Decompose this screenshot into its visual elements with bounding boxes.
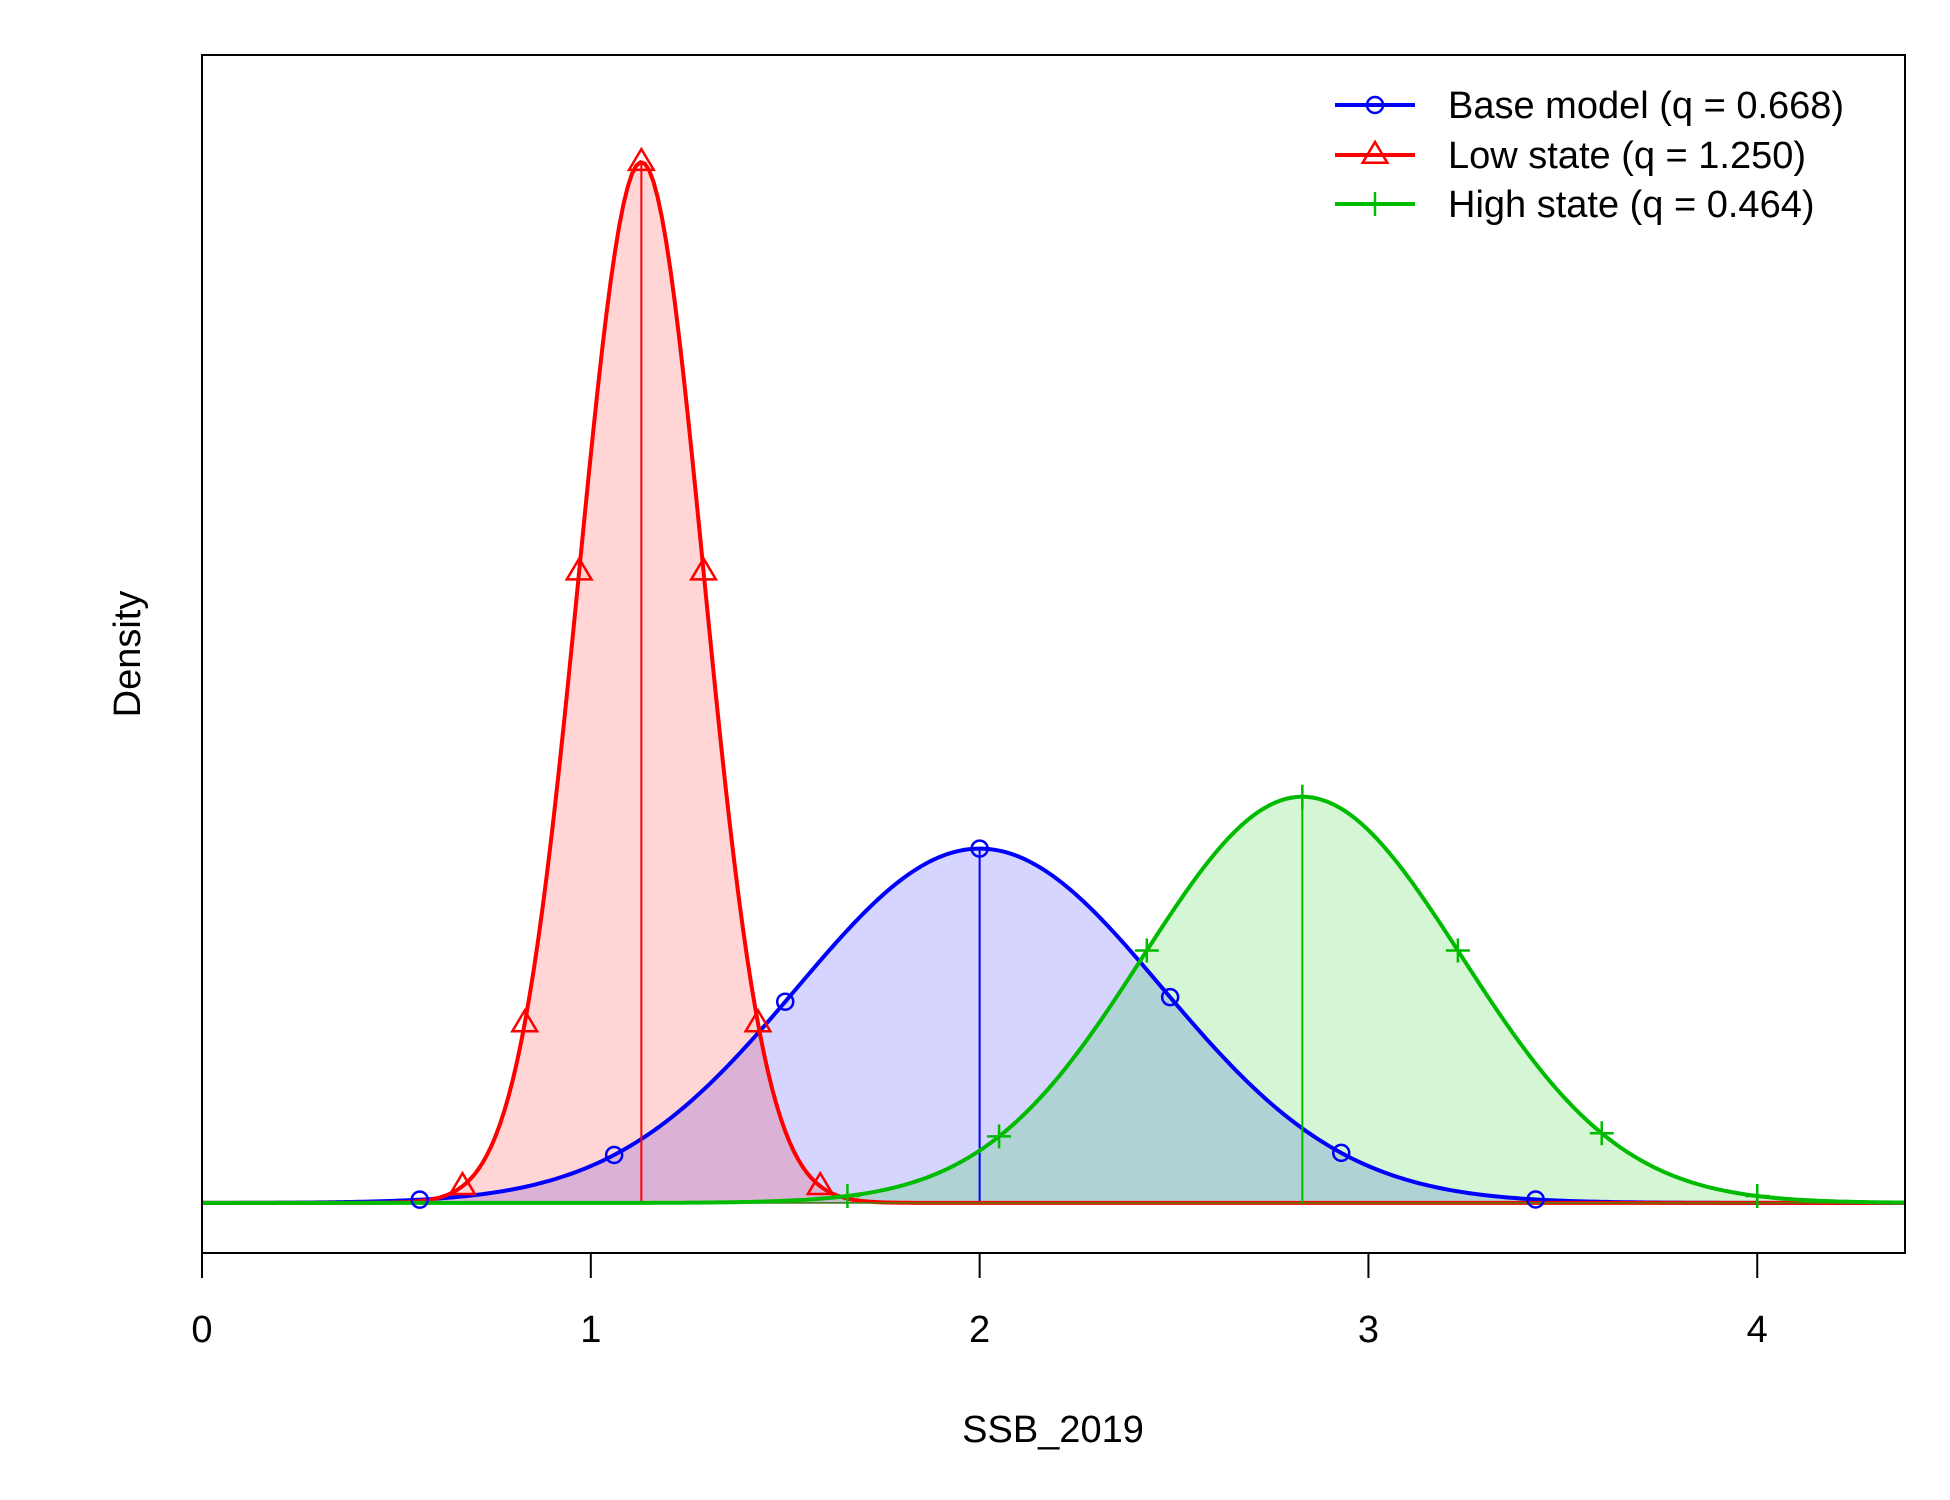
base-model-q-0-668-area xyxy=(202,848,1905,1203)
y-axis-label: Density xyxy=(107,591,149,718)
legend: Base model (q = 0.668) Low state (q = 1.2… xyxy=(1335,85,1844,226)
legend-marker-high-state-q-0-464 xyxy=(1363,192,1387,216)
legend-marker-base-model-q-0-668 xyxy=(1365,95,1385,115)
x-axis: 0 1 2 3 4 xyxy=(191,1252,1768,1351)
low-state-q-1-250-marker-3 xyxy=(626,146,656,172)
density-markers xyxy=(410,146,1770,1209)
high-state-q-0-464-interval-area xyxy=(843,796,1766,1203)
low-state-q-1-250-marker-2 xyxy=(564,556,594,581)
x-tick-label-4: 4 xyxy=(1747,1309,1768,1351)
legend-marker-low-state-q-1-250 xyxy=(1360,139,1390,165)
high-state-q-0-464-marker-2 xyxy=(1134,938,1159,963)
density-curves xyxy=(201,159,1906,1205)
high-state-q-0-464-marker-0 xyxy=(835,1183,860,1208)
high-state-q-0-464-marker-3 xyxy=(1290,784,1315,809)
legend-label-high-state-q-0-464: High state (q = 0.464) xyxy=(1448,184,1815,226)
x-axis-label: SSB_2019 xyxy=(962,1409,1144,1451)
low-state-q-1-250-marker-4 xyxy=(689,556,719,581)
base-model-q-0-668-marker-5 xyxy=(1331,1143,1351,1163)
low-state-q-1-250-area xyxy=(202,162,1905,1203)
low-state-q-1-250-interval-area xyxy=(462,162,825,1203)
x-tick-label-1: 1 xyxy=(580,1309,601,1351)
low-state-q-1-250-marker-6 xyxy=(805,1170,835,1196)
high-state-q-0-464-marker-1 xyxy=(987,1124,1012,1149)
x-tick-label-2: 2 xyxy=(969,1309,990,1351)
high-state-q-0-464-marker-6 xyxy=(1745,1183,1770,1208)
high-state-q-0-464-area xyxy=(202,796,1905,1203)
density-fills xyxy=(202,162,1905,1203)
legend-label-low-state-q-1-250: Low state (q = 1.250) xyxy=(1448,135,1806,177)
low-state-q-1-250-marker-5 xyxy=(743,1008,773,1033)
legend-label-base-model-q-0-668: Base model (q = 0.668) xyxy=(1448,85,1844,127)
base-model-q-0-668-marker-0 xyxy=(410,1190,429,1209)
base-model-q-0-668-marker-6 xyxy=(1526,1190,1545,1209)
low-state-q-1-250-marker-0 xyxy=(447,1170,478,1196)
x-tick-label-3: 3 xyxy=(1358,1309,1379,1351)
base-model-q-0-668-marker-1 xyxy=(604,1145,624,1165)
high-state-q-0-464-marker-4 xyxy=(1445,938,1470,963)
x-tick-label-0: 0 xyxy=(191,1309,212,1351)
base-model-q-0-668-marker-4 xyxy=(1160,987,1180,1007)
high-state-q-0-464-marker-5 xyxy=(1589,1121,1614,1146)
base-model-q-0-668-marker-2 xyxy=(775,992,795,1011)
base-model-q-0-668-marker-3 xyxy=(970,839,989,858)
high-state-q-0-464-curve xyxy=(202,794,1906,1205)
low-state-q-1-250-marker-1 xyxy=(510,1008,540,1033)
